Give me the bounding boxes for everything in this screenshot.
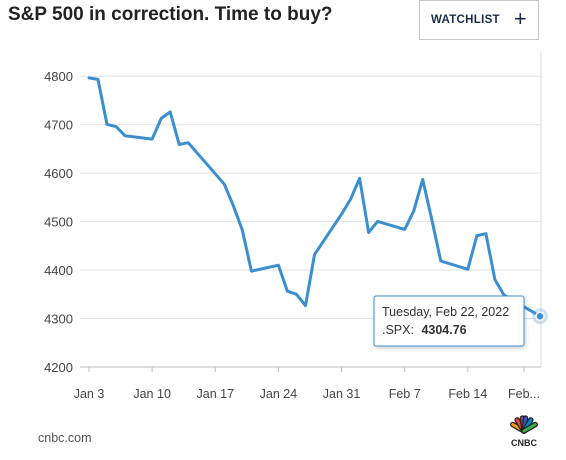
page-title: S&P 500 in correction. Time to buy?	[8, 4, 333, 25]
y-tick-label: 4400	[44, 263, 73, 278]
x-tick-label: Feb...	[508, 387, 540, 401]
x-tick-label: Jan 3	[74, 387, 105, 401]
price-tooltip: Tuesday, Feb 22, 2022 .SPX: 4304.76	[373, 295, 525, 347]
x-tick-label: Jan 17	[197, 387, 235, 401]
y-tick-label: 4500	[44, 215, 73, 230]
y-tick-label: 4300	[44, 312, 73, 327]
plot-area	[87, 76, 548, 325]
tooltip-symbol: .SPX:	[382, 323, 414, 337]
plus-icon: +	[513, 6, 528, 31]
x-tick-label: Feb 7	[389, 387, 421, 401]
watchlist-button[interactable]: WATCHLIST +	[419, 0, 539, 40]
peacock-icon	[509, 415, 539, 434]
x-tick-label: Jan 10	[133, 387, 171, 401]
x-tick-label: Jan 31	[323, 387, 361, 401]
x-axis-ticks: Jan 3 Jan 10 Jan 17 Jan 24 Jan 31 Feb 7 Feb 14…	[74, 367, 540, 401]
y-tick-label: 4700	[44, 118, 73, 133]
cnbc-peacock-logo: CNBC	[509, 415, 539, 448]
y-tick-label: 4600	[44, 166, 73, 181]
y-tick-label: 4800	[44, 69, 73, 84]
y-tick-label: 4200	[44, 360, 73, 375]
tooltip-value-line: .SPX: 4304.76	[382, 323, 467, 337]
source-label: cnbc.com	[38, 431, 92, 445]
y-axis-ticks: 4200 4300 4400 4500 4600 4700 4800	[44, 69, 73, 375]
tooltip-box	[373, 295, 525, 347]
tooltip-value: 4304.76	[421, 323, 466, 337]
hover-marker[interactable]	[535, 311, 545, 321]
x-tick-label: Feb 14	[448, 387, 487, 401]
tooltip-date: Tuesday, Feb 22, 2022	[382, 305, 509, 319]
logo-text: CNBC	[511, 438, 537, 448]
watchlist-label: WATCHLIST	[430, 14, 500, 26]
price-series-line	[87, 76, 542, 318]
x-tick-label: Jan 24	[260, 387, 298, 401]
peacock-feather-color	[522, 423, 537, 433]
